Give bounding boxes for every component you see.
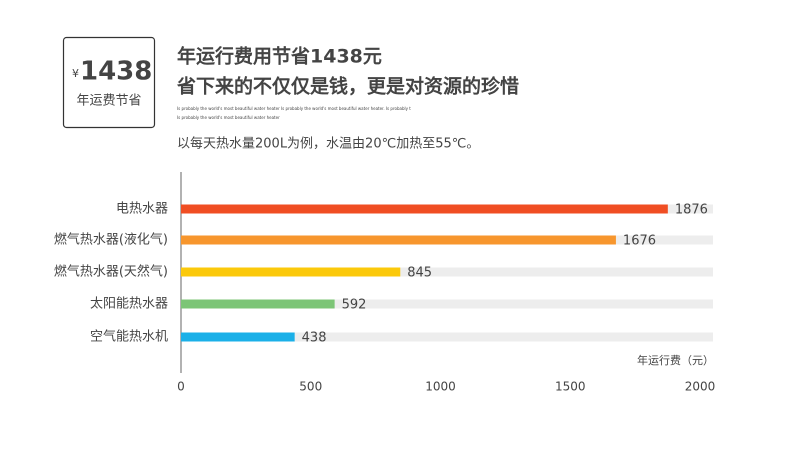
badge-box xyxy=(62,36,156,129)
x-tick-label: 1000 xyxy=(425,380,456,394)
bar xyxy=(181,299,335,309)
bar-track xyxy=(181,332,713,342)
x-tick-label: 0 xyxy=(177,380,185,394)
y-tick-label: 电热水器 xyxy=(116,202,168,217)
x-axis-title: 年运行费（元） xyxy=(637,353,714,367)
subtitle: 以每天热水量200L为例，水温由20℃加热至55℃。 xyxy=(177,136,479,152)
bar xyxy=(181,235,616,245)
bar xyxy=(181,332,295,342)
value-label: 1676 xyxy=(623,234,656,249)
badge-currency: ¥ xyxy=(72,67,79,80)
bar xyxy=(181,204,668,214)
bar-track xyxy=(181,267,713,277)
x-tick-label: 2000 xyxy=(685,380,716,394)
tagline: Is probably the world's most beautiful w… xyxy=(177,106,411,111)
value-label: 845 xyxy=(407,266,432,281)
badge-value: 1438 xyxy=(80,57,152,87)
title: 年运行费用节省1438元 xyxy=(177,45,382,68)
title: 省下来的不仅仅是钱，更是对资源的珍惜 xyxy=(176,75,519,98)
bar xyxy=(181,267,401,277)
value-label: 1876 xyxy=(675,203,708,218)
y-tick-label: 燃气热水器(天然气) xyxy=(54,264,168,280)
badge-label: 年运费节省 xyxy=(76,94,141,109)
y-tick-label: 太阳能热水器 xyxy=(90,297,168,312)
value-label: 592 xyxy=(342,298,367,313)
tagline: Is probably the world's most beautiful w… xyxy=(177,115,280,120)
x-tick-label: 500 xyxy=(299,380,322,394)
value-label: 438 xyxy=(302,331,327,346)
y-tick-label: 燃气热水器(液化气) xyxy=(54,232,168,248)
x-tick-label: 1500 xyxy=(555,380,586,394)
y-tick-label: 空气能热水机 xyxy=(90,329,168,345)
bar-track xyxy=(181,299,713,309)
